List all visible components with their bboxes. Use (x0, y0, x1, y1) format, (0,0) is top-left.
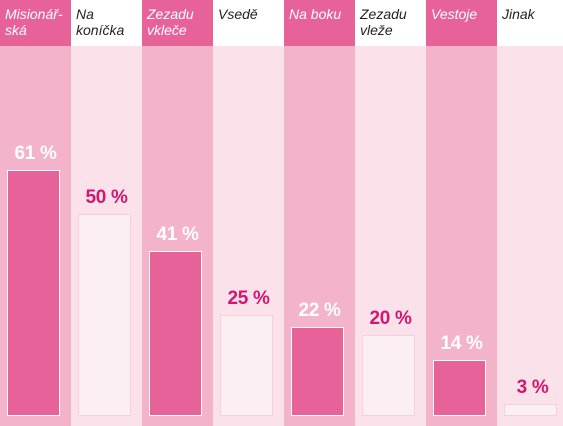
bar (220, 315, 273, 416)
value-label: 25 % (227, 288, 270, 310)
value-label: 20 % (369, 308, 412, 330)
value-label: 50 % (85, 187, 128, 209)
bar (149, 250, 202, 416)
category-label-line: vleže (360, 22, 393, 38)
category-label-line: Vestoje (431, 6, 478, 22)
bar (504, 403, 557, 416)
column-6: Zezadu vleže 20 % (355, 0, 426, 426)
category-label: Misionář-ská (0, 0, 71, 46)
category-label-line: Vsedě (218, 6, 258, 22)
value-label: 3 % (516, 376, 549, 398)
category-label: Vestoje (426, 0, 497, 46)
category-label-line: Jinak (502, 6, 535, 22)
bar (7, 170, 60, 416)
category-label: Zezadu vkleče (142, 0, 213, 46)
column-4: Vsedě 25 % (213, 0, 284, 426)
bar (362, 335, 415, 416)
category-label-line: Misionář- (5, 6, 63, 22)
bar (291, 327, 344, 416)
category-label: Na boku (284, 0, 355, 46)
category-label: Jinak (497, 0, 563, 46)
column-8: Jinak 3 % (497, 0, 563, 426)
category-label-line: Na boku (289, 6, 342, 22)
category-label: Vsedě (213, 0, 284, 46)
column-1: Misionář-ská 61 % (0, 0, 71, 426)
column-3: Zezadu vkleče 41 % (142, 0, 213, 426)
value-label: 41 % (156, 223, 199, 245)
value-label: 14 % (440, 332, 483, 354)
column-2: Na koníčka 50 % (71, 0, 142, 426)
column-7: Vestoje 14 % (426, 0, 497, 426)
category-label-line: Zezadu (360, 6, 407, 22)
category-label-line: ská (5, 22, 27, 38)
column-5: Na boku 22 % (284, 0, 355, 426)
category-label-line: Na koníčka (76, 6, 125, 38)
bar (433, 359, 486, 416)
category-label-line: Zezadu (147, 6, 194, 22)
value-label: 22 % (298, 300, 341, 322)
value-label: 61 % (14, 143, 57, 164)
category-label: Na koníčka (71, 0, 142, 46)
bar (78, 214, 131, 416)
category-label-line: vkleče (147, 22, 187, 38)
category-label: Zezadu vleže (355, 0, 426, 46)
